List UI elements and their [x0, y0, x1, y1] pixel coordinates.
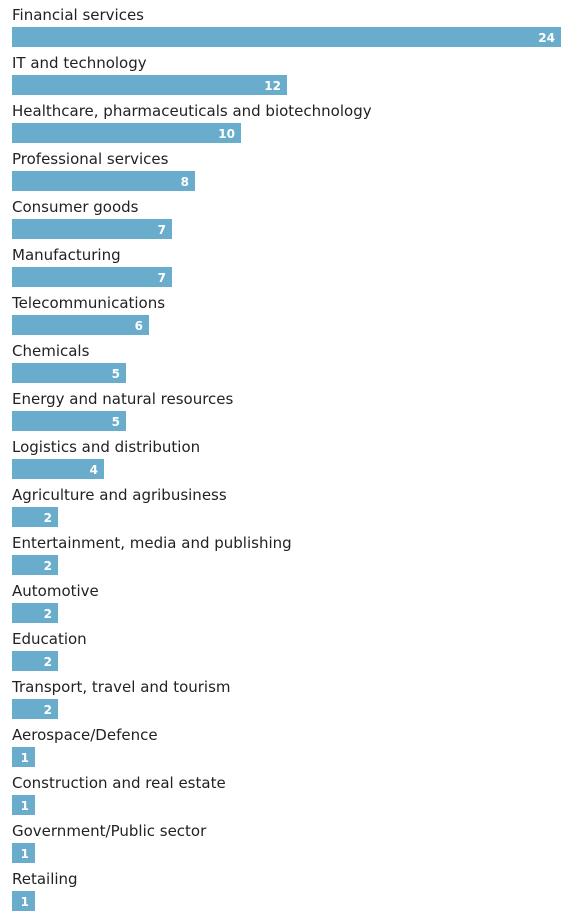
- bar: [12, 219, 172, 239]
- category-label: Retailing: [12, 870, 78, 888]
- bar: [12, 411, 126, 431]
- value-label: 1: [21, 799, 29, 813]
- bar: [12, 171, 195, 191]
- chart-row: Transport, travel and tourism 2: [11, 678, 231, 719]
- chart-row: Energy and natural resources 5: [12, 390, 234, 431]
- value-label: 10: [218, 127, 235, 141]
- category-label: Transport, travel and tourism: [11, 678, 231, 696]
- bar: [12, 651, 58, 671]
- chart-row: Automotive 2: [12, 582, 99, 623]
- value-label: 8: [181, 175, 189, 189]
- chart-row: Consumer goods 7: [12, 198, 172, 239]
- value-label: 1: [21, 751, 29, 765]
- value-label: 5: [112, 367, 120, 381]
- value-label: 12: [264, 79, 281, 93]
- chart-row: Professional services 8: [12, 150, 195, 191]
- bar: [12, 699, 58, 719]
- value-label: 1: [21, 895, 29, 909]
- category-label: Entertainment, media and publishing: [12, 534, 292, 552]
- value-label: 2: [44, 607, 52, 621]
- bar: [12, 603, 58, 623]
- value-label: 2: [44, 511, 52, 525]
- category-label: Agriculture and agribusiness: [12, 486, 227, 504]
- category-label: Government/Public sector: [12, 822, 207, 840]
- bar: [12, 843, 35, 863]
- category-label: Logistics and distribution: [12, 438, 200, 456]
- category-label: IT and technology: [12, 54, 147, 72]
- chart-row: Manufacturing 7: [12, 246, 172, 287]
- category-label: Chemicals: [12, 342, 90, 360]
- category-label: Professional services: [12, 150, 169, 168]
- bar: [12, 123, 241, 143]
- category-label: Energy and natural resources: [12, 390, 234, 408]
- category-label: Education: [12, 630, 87, 648]
- category-label: Financial services: [12, 6, 144, 24]
- chart-row: Entertainment, media and publishing 2: [12, 534, 292, 575]
- category-label: Automotive: [12, 582, 99, 600]
- category-label: Consumer goods: [12, 198, 139, 216]
- chart-row: Telecommunications 6: [11, 294, 165, 335]
- chart-row: Healthcare, pharmaceuticals and biotechn…: [12, 102, 372, 143]
- bar: [12, 267, 172, 287]
- category-label: Telecommunications: [11, 294, 165, 312]
- bar: [12, 75, 287, 95]
- bar: [12, 891, 35, 911]
- category-label: Construction and real estate: [12, 774, 226, 792]
- value-label: 7: [158, 271, 166, 285]
- chart-row: Retailing 1: [12, 870, 78, 911]
- chart-row: Construction and real estate 1: [12, 774, 226, 815]
- chart-row: Logistics and distribution 4: [12, 438, 200, 479]
- bar: [12, 459, 104, 479]
- chart-row: Financial services 24: [12, 6, 561, 47]
- chart-row: Government/Public sector 1: [12, 822, 207, 863]
- value-label: 4: [90, 463, 98, 477]
- bar: [12, 507, 58, 527]
- value-label: 2: [44, 655, 52, 669]
- chart-row: Chemicals 5: [12, 342, 126, 383]
- chart-row: IT and technology 12: [12, 54, 287, 95]
- value-label: 2: [44, 559, 52, 573]
- value-label: 2: [44, 703, 52, 717]
- bar: [12, 795, 35, 815]
- bar: [12, 363, 126, 383]
- bar: [12, 27, 561, 47]
- bar: [12, 315, 149, 335]
- category-label: Healthcare, pharmaceuticals and biotechn…: [12, 102, 372, 120]
- value-label: 6: [135, 319, 143, 333]
- value-label: 1: [21, 847, 29, 861]
- value-label: 24: [538, 31, 555, 45]
- bar: [12, 555, 58, 575]
- chart-row: Agriculture and agribusiness 2: [12, 486, 227, 527]
- category-label: Aerospace/Defence: [12, 726, 158, 744]
- value-label: 7: [158, 223, 166, 237]
- chart-row: Education 2: [12, 630, 87, 671]
- category-label: Manufacturing: [12, 246, 121, 264]
- value-label: 5: [112, 415, 120, 429]
- bar: [12, 747, 35, 767]
- chart-row: Aerospace/Defence 1: [12, 726, 158, 767]
